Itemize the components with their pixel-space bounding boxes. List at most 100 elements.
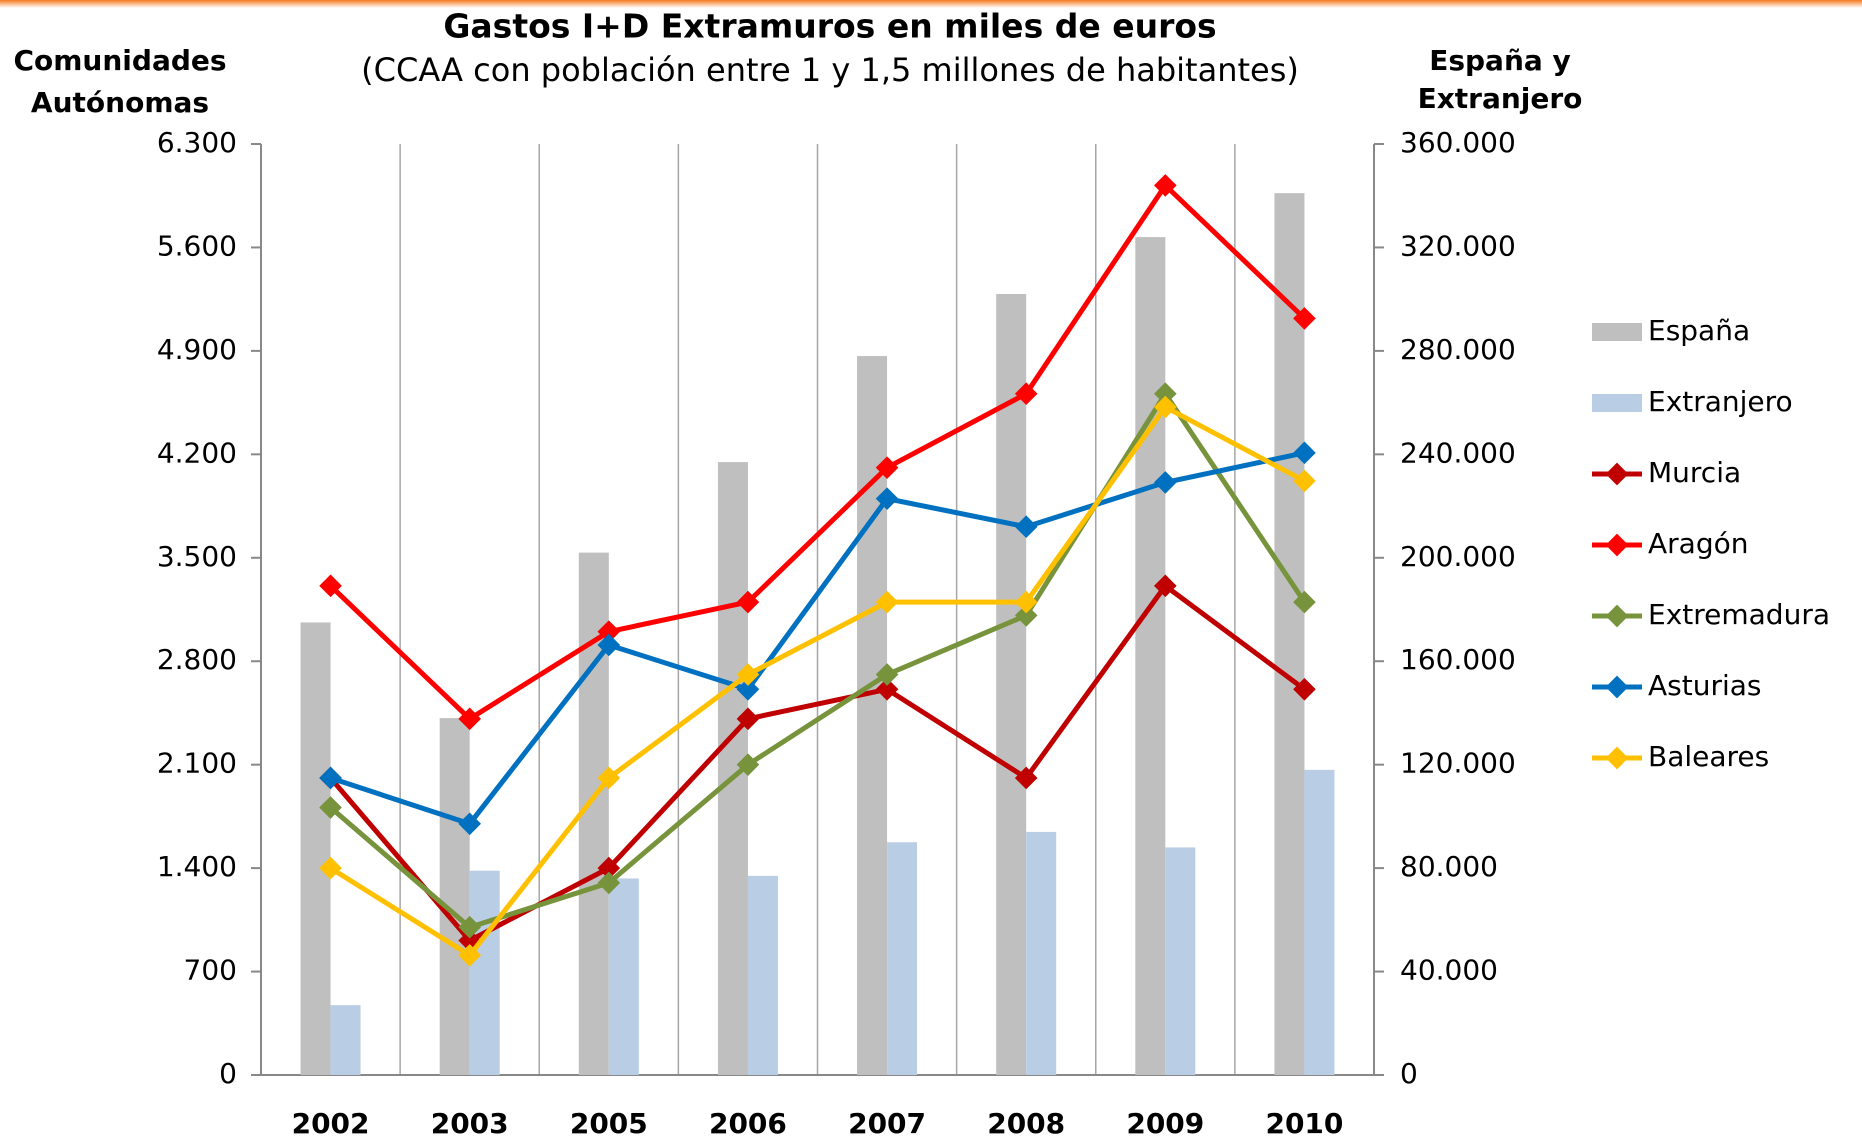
top-band [0, 0, 1862, 8]
bar [1135, 237, 1166, 1076]
marker [1014, 604, 1038, 627]
marker [458, 943, 482, 967]
marker [1014, 590, 1038, 614]
marker [736, 663, 760, 686]
x-tick-label: 2009 [1126, 1107, 1204, 1140]
legend-swatch [1605, 462, 1629, 486]
line [328, 182, 1307, 722]
y-axis-title: Autónomas [31, 86, 209, 119]
y-tick-label: 2.800 [157, 643, 237, 676]
bar [1026, 831, 1057, 1075]
y-axis-title: Comunidades [13, 44, 226, 77]
marker [875, 456, 899, 479]
x-tick-label: 2007 [848, 1107, 926, 1140]
marker [736, 707, 760, 731]
y2-tick-label: 200.000 [1400, 540, 1516, 573]
marker [1293, 590, 1316, 614]
marker [1153, 395, 1177, 419]
bar [887, 842, 918, 1075]
marker [597, 871, 621, 895]
y-tick-label: 6.300 [157, 126, 237, 159]
marker [736, 753, 760, 776]
y2-tick-label: 80.000 [1400, 850, 1498, 883]
line [329, 404, 1306, 958]
marker [597, 766, 621, 790]
y-tick-label: 0 [219, 1057, 237, 1090]
y-tick-label: 1.400 [157, 850, 237, 883]
marker [458, 812, 482, 836]
legend-label: Murcia [1648, 456, 1741, 489]
marker [1014, 515, 1038, 539]
y2-tick-label: 40.000 [1400, 954, 1498, 987]
y2-tick-label: 240.000 [1400, 436, 1516, 469]
marker [736, 677, 760, 701]
marker [736, 590, 760, 614]
y-tick-label: 5.600 [157, 229, 237, 262]
bar [747, 875, 778, 1075]
bar [469, 870, 500, 1075]
marker [875, 663, 899, 686]
x-tick-label: 2006 [709, 1107, 787, 1140]
bar [996, 293, 1027, 1075]
bar [608, 878, 639, 1075]
legend-label: Extremadura [1648, 598, 1830, 631]
marker [458, 707, 482, 731]
marker [597, 633, 621, 657]
x-tick-label: 2008 [987, 1107, 1065, 1140]
marker [1153, 574, 1177, 598]
marker [1014, 382, 1038, 406]
legend-swatch [1592, 323, 1642, 341]
marker [597, 620, 621, 643]
marker [1153, 382, 1177, 406]
y2-tick-label: 360.000 [1400, 126, 1516, 159]
y2-tick-label: 320.000 [1400, 229, 1516, 262]
y-tick-label: 2.100 [157, 747, 237, 780]
legend-swatch [1605, 604, 1629, 628]
y-tick-label: 4.200 [157, 436, 237, 469]
chart-subtitle: (CCAA con población entre 1 y 1,5 millon… [361, 51, 1299, 89]
y2-tick-label: 120.000 [1400, 747, 1516, 780]
y2-tick-label: 160.000 [1400, 643, 1516, 676]
y2-axis-title: Extranjero [1418, 82, 1583, 115]
bar [439, 718, 470, 1075]
legend-label: Aragón [1648, 527, 1748, 560]
x-tick-label: 2002 [292, 1107, 370, 1140]
marker [319, 766, 342, 790]
y2-axis-title: España y [1429, 44, 1571, 77]
marker [1293, 469, 1316, 493]
marker [875, 487, 899, 510]
legend-swatch [1605, 746, 1629, 770]
x-tick-label: 2010 [1265, 1107, 1343, 1140]
legend-swatch [1605, 533, 1629, 557]
marker [1293, 677, 1316, 701]
bar [300, 622, 331, 1075]
marker [1293, 441, 1316, 465]
legend-label: Baleares [1648, 740, 1769, 773]
marker [597, 856, 621, 880]
legend-label: España [1648, 314, 1750, 347]
marker [319, 796, 342, 819]
y-tick-label: 700 [184, 954, 237, 987]
y2-tick-label: 0 [1400, 1057, 1418, 1090]
legend-swatch [1592, 394, 1642, 412]
marker [1153, 471, 1177, 494]
bar [1165, 847, 1196, 1075]
bar [330, 1005, 361, 1075]
marker [319, 856, 342, 880]
y2-tick-label: 280.000 [1400, 333, 1516, 366]
marker [875, 677, 899, 701]
line [329, 450, 1305, 827]
x-tick-label: 2003 [431, 1107, 509, 1140]
y-tick-label: 4.900 [157, 333, 237, 366]
line [328, 391, 1307, 930]
legend-label: Extranjero [1648, 385, 1793, 418]
legend-swatch [1605, 675, 1629, 699]
chart-title: Gastos I+D Extramuros en miles de euros [443, 7, 1216, 46]
bar [1304, 769, 1335, 1075]
marker [1293, 307, 1316, 330]
x-tick-label: 2005 [570, 1107, 648, 1140]
marker [319, 574, 342, 598]
y-tick-label: 3.500 [157, 540, 237, 573]
marker [875, 590, 899, 614]
